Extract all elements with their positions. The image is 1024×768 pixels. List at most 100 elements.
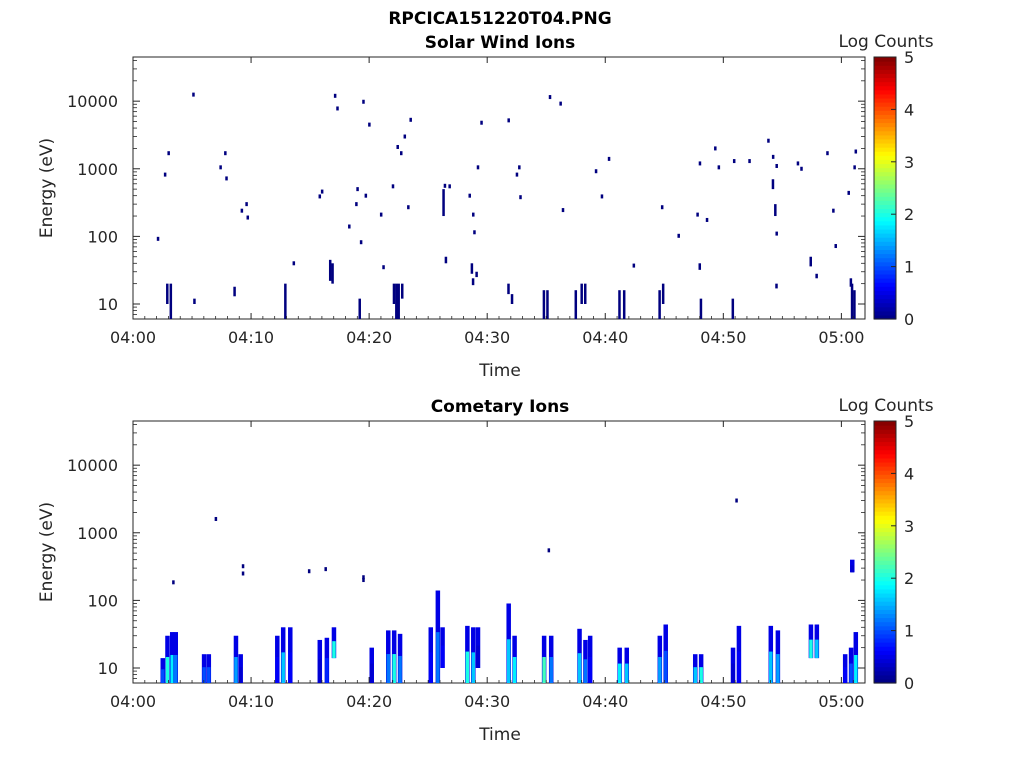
data-point bbox=[241, 571, 245, 576]
colorbar-segment bbox=[874, 224, 896, 230]
data-point bbox=[480, 120, 483, 125]
colorbar-segment bbox=[874, 482, 896, 488]
data-point bbox=[368, 122, 371, 127]
colorbar-segment bbox=[874, 621, 896, 627]
data-point bbox=[519, 195, 522, 200]
colorbar-segment bbox=[874, 429, 896, 434]
colorbar-segment bbox=[874, 633, 896, 639]
data-column-core bbox=[588, 657, 592, 683]
data-point bbox=[167, 151, 170, 156]
x-tick-label: 04:30 bbox=[464, 328, 510, 347]
data-column-core bbox=[693, 667, 697, 683]
axis-ticks: 04:00 04:10 04:20 04:30 04:40 04:50 05:00 10 100… bbox=[67, 421, 866, 711]
data-point bbox=[400, 151, 403, 156]
data-column-core bbox=[369, 663, 374, 683]
data-point bbox=[448, 184, 451, 189]
data-point bbox=[292, 261, 296, 266]
data-point bbox=[705, 217, 709, 222]
x-axis-label: Time bbox=[478, 725, 521, 745]
data-bar bbox=[284, 283, 287, 319]
data-point bbox=[163, 172, 167, 177]
data-column-core bbox=[506, 639, 511, 683]
colorbar-segment bbox=[874, 204, 896, 210]
data-bar bbox=[618, 290, 621, 319]
colorbar-segment bbox=[874, 163, 896, 169]
data-bar bbox=[815, 273, 818, 279]
colorbar-segment bbox=[874, 580, 896, 586]
colorbar-segment bbox=[874, 269, 896, 275]
x-tick-label: 05:00 bbox=[818, 328, 864, 347]
data-point bbox=[847, 190, 850, 195]
colorbar-segment bbox=[874, 584, 896, 590]
data-point bbox=[600, 194, 604, 199]
data-column-core bbox=[332, 641, 336, 659]
y-axis-label: Energy (eV) bbox=[37, 502, 57, 602]
y-tick-label: 100 bbox=[87, 591, 118, 610]
colorbar-tick-label: 0 bbox=[904, 674, 914, 693]
colorbar-segment bbox=[874, 61, 896, 66]
colorbar-segment bbox=[874, 73, 896, 79]
data-column-core bbox=[843, 667, 847, 683]
x-tick-label: 04:50 bbox=[700, 692, 746, 711]
data-point bbox=[854, 149, 858, 154]
colorbar-label: Log Counts bbox=[838, 396, 933, 416]
data-point bbox=[732, 159, 736, 164]
colorbar-segment bbox=[874, 662, 896, 668]
data-column-core bbox=[854, 654, 858, 683]
colorbar-segment bbox=[874, 282, 896, 287]
data-bar bbox=[622, 290, 626, 319]
data-bar bbox=[471, 278, 475, 286]
data-point bbox=[632, 263, 636, 268]
data-column-core bbox=[234, 657, 238, 683]
data-column-core bbox=[815, 639, 819, 659]
data-point bbox=[518, 165, 521, 170]
data-point bbox=[468, 193, 471, 198]
data-column-core bbox=[207, 667, 211, 683]
panel-title: Solar Wind Ions bbox=[425, 33, 576, 53]
data-column-core bbox=[769, 651, 773, 683]
data-point bbox=[559, 101, 562, 106]
data-bar bbox=[731, 298, 735, 319]
colorbar-segment bbox=[874, 543, 896, 549]
x-tick-label: 04:20 bbox=[346, 328, 392, 347]
colorbar-segment bbox=[874, 179, 896, 185]
data-point bbox=[748, 159, 751, 164]
colorbar-segment bbox=[874, 601, 896, 606]
data-column-core bbox=[318, 659, 322, 683]
data-bar bbox=[698, 263, 702, 270]
data-column-core bbox=[849, 663, 853, 683]
colorbar-segment bbox=[874, 147, 896, 152]
colorbar-tick-label: 3 bbox=[904, 153, 914, 172]
data-bar bbox=[849, 278, 853, 287]
data-column-core bbox=[275, 657, 280, 683]
colorbar-segment bbox=[874, 192, 896, 197]
colorbar-tick-label: 2 bbox=[904, 569, 914, 588]
y-axis-label: Energy (eV) bbox=[37, 138, 57, 238]
data-bar bbox=[395, 283, 398, 319]
x-tick-label: 04:40 bbox=[582, 692, 628, 711]
colorbar-segment bbox=[874, 457, 896, 463]
data-bar bbox=[510, 294, 514, 305]
data-column-core bbox=[465, 651, 470, 683]
data-point bbox=[717, 165, 721, 170]
colorbar-segment bbox=[874, 449, 896, 455]
data-column-core bbox=[512, 657, 517, 683]
y-tick-label: 10 bbox=[98, 659, 118, 678]
data-bar bbox=[233, 286, 236, 297]
colorbar-segment bbox=[874, 188, 896, 193]
colorbar-segment bbox=[874, 118, 896, 124]
colorbar-segment bbox=[874, 576, 896, 582]
data-point bbox=[172, 580, 175, 585]
colorbar-segment bbox=[874, 122, 896, 128]
colorbar-tick-label: 0 bbox=[904, 310, 914, 329]
data-point bbox=[476, 165, 480, 170]
data-point bbox=[359, 240, 363, 245]
colorbar-segment bbox=[874, 556, 896, 561]
colorbar-segment bbox=[874, 642, 896, 647]
colorbar-segment bbox=[874, 65, 896, 70]
data-bar bbox=[169, 283, 173, 319]
data-point bbox=[409, 117, 412, 122]
x-tick-label: 04:20 bbox=[346, 692, 392, 711]
colorbar: 0 1 2 3 4 5 bbox=[873, 48, 914, 329]
colorbar-segment bbox=[874, 646, 896, 651]
